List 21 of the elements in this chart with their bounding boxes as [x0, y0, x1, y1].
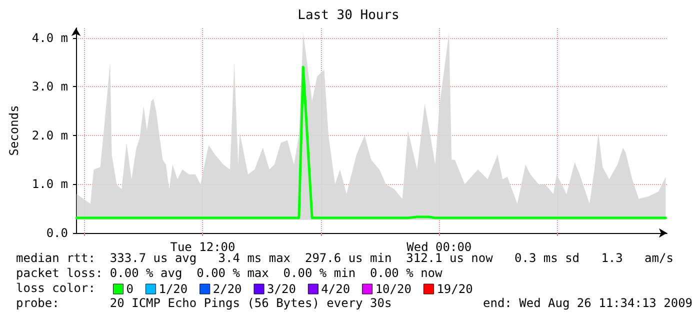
y-tick-label: 3.0 m [32, 80, 68, 94]
text: loss color: [16, 281, 96, 295]
y-tick-label: 2.0 m [32, 128, 68, 142]
x-tick-label: Tue 12:00 [170, 240, 236, 254]
x-tick-label: Wed 00:00 [406, 240, 472, 254]
text: end: Wed Aug 26 11:34:13 2009 [483, 296, 693, 310]
y-tick-label: 0.0 [46, 226, 68, 240]
text: packet loss: 0.00 % avg 0.00 % max 0.00 % min 0.00 % now [16, 266, 442, 280]
legend-label: 4/20 [321, 282, 350, 296]
legend-label: 2/20 [212, 282, 242, 296]
y-tick-label: 1.0 m [32, 177, 68, 192]
chart-title: Last 30 Hours [298, 8, 400, 23]
legend-label: 3/20 [267, 282, 296, 296]
text: probe: 20 ICMP Echo Pings (56 Bytes) every 30s [16, 296, 392, 310]
legend-label: 0 [126, 282, 134, 296]
legend-label: 10/20 [375, 282, 412, 296]
y-tick-label: 4.0 m [32, 30, 68, 45]
legend-label: 1/20 [158, 282, 188, 296]
text: median rtt: 333.7 us avg 3.4 ms max 297.6 us min 312.1 us now 0.3 ms sd 1.3 am/s [16, 251, 674, 265]
y-axis-title: Seconds [7, 105, 21, 156]
legend-label: 19/20 [436, 282, 473, 296]
